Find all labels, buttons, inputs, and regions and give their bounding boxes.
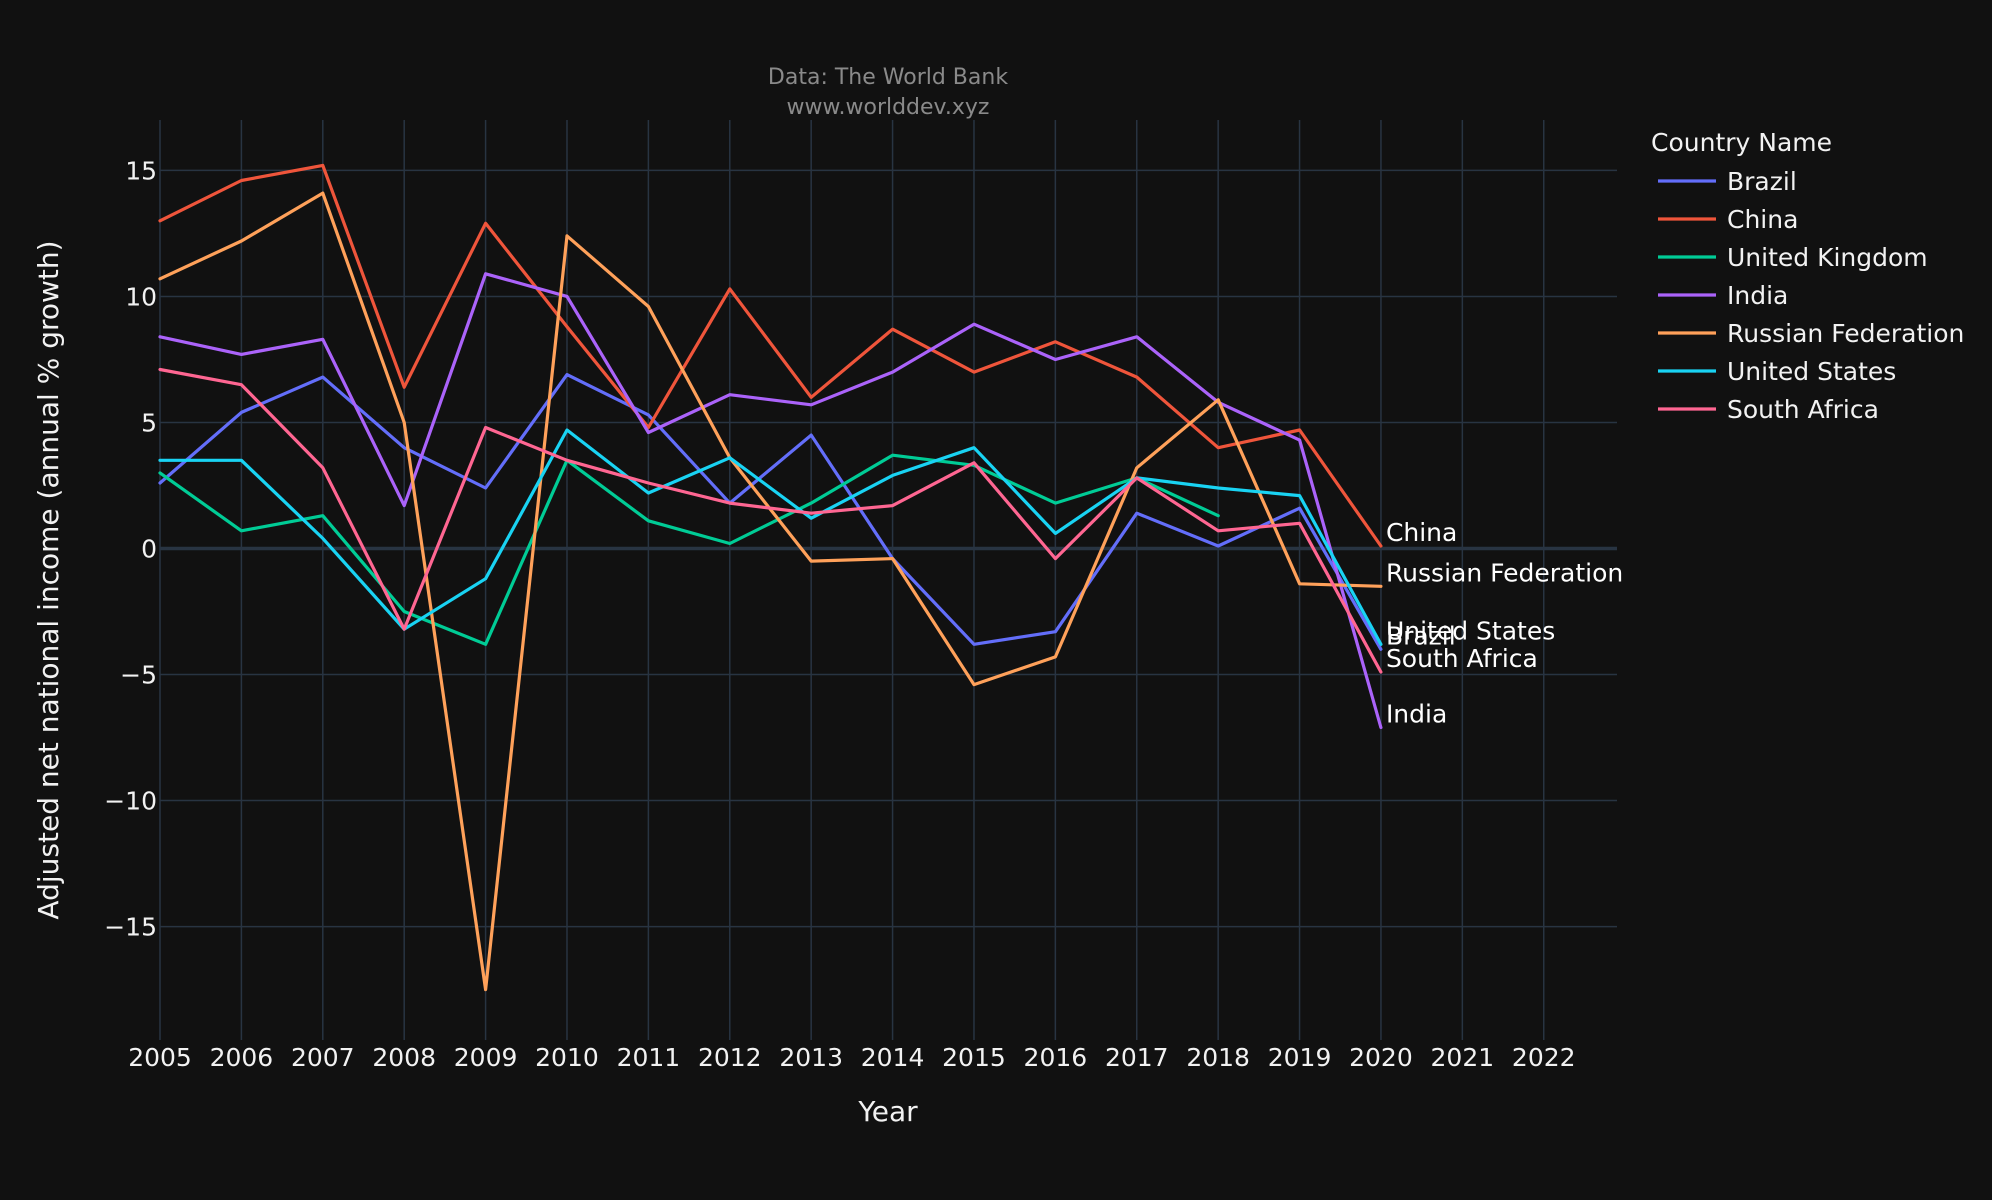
subtitle-line-1: Data: The World Bank	[768, 65, 1008, 90]
x-tick-label: 2020	[1349, 1043, 1413, 1072]
legend-item-united-states[interactable]: United States	[1658, 357, 1896, 386]
x-axis-title: Year	[857, 1095, 918, 1128]
x-tick-label: 2014	[861, 1043, 925, 1072]
legend-label: South Africa	[1727, 395, 1879, 424]
x-tick-label: 2006	[210, 1043, 274, 1072]
x-tick-label: 2017	[1105, 1043, 1169, 1072]
end-label-south-africa: South Africa	[1386, 644, 1538, 673]
end-label-united-states: United States	[1386, 616, 1555, 645]
y-axis-ticks: 15 10 5 0 −5 −10 −15	[104, 156, 157, 941]
legend-item-united-kingdom[interactable]: United Kingdom	[1658, 243, 1928, 272]
x-tick-label: 2007	[291, 1043, 355, 1072]
x-tick-label: 2011	[617, 1043, 681, 1072]
legend-label: China	[1727, 205, 1798, 234]
y-axis-title: Adjusted net national income (annual % g…	[32, 240, 65, 919]
x-tick-label: 2013	[779, 1043, 843, 1072]
legend-label: United Kingdom	[1727, 243, 1928, 272]
legend-item-russian-federation[interactable]: Russian Federation	[1658, 319, 1964, 348]
legend-label: United States	[1727, 357, 1896, 386]
y-tick-label: −15	[104, 913, 157, 942]
series-line-india	[158, 272, 1383, 730]
end-label-india: India	[1386, 699, 1447, 728]
x-tick-label: 2015	[942, 1043, 1006, 1072]
legend-item-south-africa[interactable]: South Africa	[1658, 395, 1879, 424]
x-tick-label: 2018	[1186, 1043, 1250, 1072]
series-end-labels: Brazil China India Russian Federation United…	[1386, 518, 1623, 728]
series-line-russian-federation	[158, 191, 1383, 992]
series-line-united-kingdom	[158, 453, 1220, 646]
grid	[159, 120, 1617, 1040]
end-label-russian-federation: Russian Federation	[1386, 558, 1623, 587]
legend: Country Name Brazil China United Kingdom In…	[1651, 128, 1964, 424]
series-line-south-africa	[158, 367, 1383, 674]
chart-subtitle: Data: The World Bank www.worlddev.xyz	[768, 65, 1008, 120]
end-label-china: China	[1386, 518, 1457, 547]
y-tick-label: 5	[141, 408, 157, 437]
end-label-brazil: Brazil	[1386, 621, 1456, 650]
y-tick-label: −10	[104, 787, 157, 816]
legend-item-brazil[interactable]: Brazil	[1658, 167, 1797, 196]
legend-label: Russian Federation	[1727, 319, 1964, 348]
legend-label: Brazil	[1727, 167, 1797, 196]
x-tick-label: 2008	[372, 1043, 436, 1072]
x-tick-label: 2009	[454, 1043, 518, 1072]
legend-item-india[interactable]: India	[1658, 281, 1788, 310]
subtitle-line-2: www.worlddev.xyz	[787, 95, 990, 120]
series-line-brazil	[158, 373, 1383, 651]
legend-items: Brazil China United Kingdom India Russian Fe…	[1658, 167, 1964, 424]
y-tick-label: 15	[125, 156, 157, 185]
x-tick-label: 2019	[1268, 1043, 1332, 1072]
y-tick-label: 10	[125, 282, 157, 311]
x-tick-label: 2012	[698, 1043, 762, 1072]
x-tick-label: 2005	[128, 1043, 192, 1072]
legend-label: India	[1727, 281, 1788, 310]
series-lines	[158, 163, 1383, 992]
y-tick-label: −5	[120, 661, 157, 690]
x-tick-label: 2022	[1512, 1043, 1576, 1072]
x-tick-label: 2021	[1431, 1043, 1495, 1072]
y-tick-label: 0	[141, 534, 157, 563]
x-tick-label: 2010	[535, 1043, 599, 1072]
series-line-china	[158, 163, 1383, 548]
series-line-united-states	[158, 428, 1383, 646]
legend-item-china[interactable]: China	[1658, 205, 1798, 234]
x-axis-ticks: 2005 2006 2007 2008 2009 2010 2011 2012 2013 2014…	[128, 1043, 1575, 1072]
x-tick-label: 2016	[1024, 1043, 1088, 1072]
legend-title: Country Name	[1651, 128, 1832, 157]
